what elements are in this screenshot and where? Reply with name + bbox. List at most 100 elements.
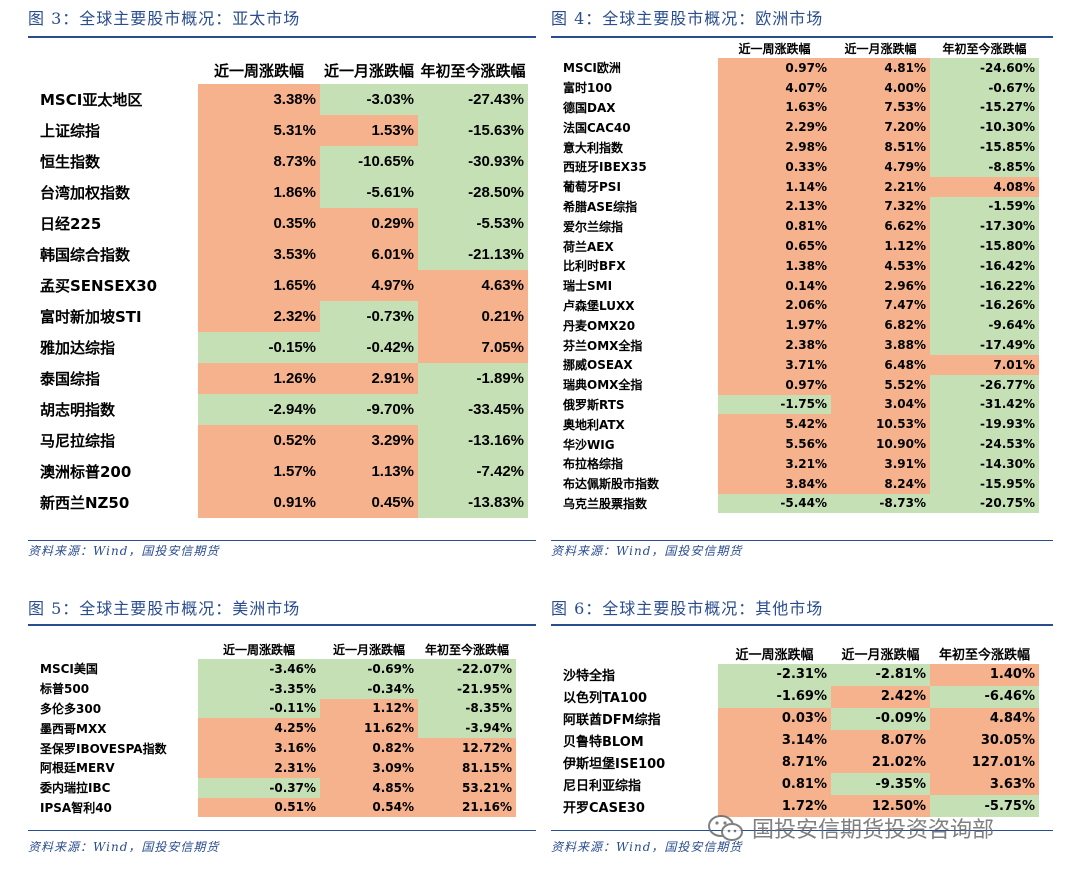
fig5-table: 近一周涨跌幅 近一月涨跌幅 年初至今涨跌幅 MSCI美国 -3.46% -0.69%… bbox=[38, 640, 516, 818]
ytd-change: 81.15% bbox=[418, 757, 516, 778]
row-name: 胡志明指数 bbox=[40, 401, 116, 419]
row-name: 尼日利亚综指 bbox=[563, 778, 642, 794]
row-name: 沙特全指 bbox=[563, 669, 616, 685]
week-change: 0.14% bbox=[718, 275, 831, 296]
week-change: 2.32% bbox=[198, 301, 320, 332]
ytd-change: -1.89% bbox=[418, 363, 528, 394]
month-change: 11.62% bbox=[320, 718, 418, 739]
week-change: -1.69% bbox=[718, 685, 831, 708]
table-row: 韩国综合指数 3.53% 6.01% -21.13% bbox=[38, 239, 528, 270]
month-change: 0.54% bbox=[320, 797, 418, 818]
ytd-change: -31.42% bbox=[930, 394, 1039, 415]
ytd-change: -16.42% bbox=[930, 255, 1039, 276]
week-change: -0.11% bbox=[198, 698, 320, 719]
ytd-change: -20.75% bbox=[930, 493, 1039, 514]
week-change: 0.81% bbox=[718, 773, 831, 796]
week-change: 0.91% bbox=[198, 487, 320, 518]
month-change: 8.51% bbox=[831, 137, 930, 157]
month-change: 3.09% bbox=[320, 757, 418, 778]
month-change: -0.73% bbox=[320, 301, 418, 332]
month-change: 10.90% bbox=[831, 434, 930, 454]
fig4-source: 资料来源：Wind，国投安信期货 bbox=[551, 544, 743, 558]
ytd-change: 12.72% bbox=[418, 738, 516, 758]
ytd-change: -30.93% bbox=[418, 146, 528, 177]
month-change: 1.12% bbox=[320, 698, 418, 719]
fig3-header-name bbox=[38, 56, 198, 84]
ytd-change: -19.93% bbox=[930, 414, 1039, 435]
panel-fig5: 图 5：全球主要股市概况：美洲市场 近一周涨跌幅 近一月涨跌幅 年初至今涨跌幅 … bbox=[28, 598, 536, 866]
ytd-change: -13.83% bbox=[418, 487, 528, 518]
month-change: -3.03% bbox=[320, 84, 418, 115]
week-change: 1.38% bbox=[718, 255, 831, 276]
week-change: 4.25% bbox=[198, 718, 320, 739]
week-change: -0.15% bbox=[198, 332, 320, 363]
table-row: 马尼拉综指 0.52% 3.29% -13.16% bbox=[38, 425, 528, 456]
table-row: 西班牙IBEX35 0.33% 4.79% -8.85% bbox=[561, 156, 1039, 177]
week-change: 1.14% bbox=[718, 176, 831, 197]
week-change: 0.65% bbox=[718, 236, 831, 256]
row-name: 荷兰AEX bbox=[563, 239, 614, 254]
row-name: 希腊ASE综指 bbox=[563, 199, 638, 214]
fig6-top-rule bbox=[551, 624, 1053, 626]
week-change: 5.56% bbox=[718, 434, 831, 454]
fig6-source: 资料来源：Wind，国投安信期货 bbox=[551, 840, 743, 854]
table-row: 挪威OSEAX 3.71% 6.48% 7.01% bbox=[561, 354, 1039, 375]
fig5-source: 资料来源：Wind，国投安信期货 bbox=[28, 840, 220, 854]
month-change: 2.91% bbox=[320, 363, 418, 394]
fig6-header-row: 近一周涨跌幅 近一月涨跌幅 年初至今涨跌幅 bbox=[561, 642, 1039, 664]
ytd-change: -15.63% bbox=[418, 115, 528, 146]
row-name: 阿联酋DFM综指 bbox=[563, 713, 661, 729]
table-row: 丹麦OMX20 1.97% 6.82% -9.64% bbox=[561, 315, 1039, 336]
month-change: 3.29% bbox=[320, 425, 418, 456]
month-change: 2.21% bbox=[831, 176, 930, 197]
month-change: 0.45% bbox=[320, 487, 418, 518]
fig4-table: 近一周涨跌幅 近一月涨跌幅 年初至今涨跌幅 MSCI欧洲 0.97% 4.81% -2… bbox=[561, 39, 1039, 514]
table-row: 阿联酋DFM综指 0.03% -0.09% 4.84% bbox=[561, 707, 1039, 730]
fig4-header-month: 近一月涨跌幅 bbox=[844, 42, 917, 56]
month-change: -0.69% bbox=[320, 659, 418, 679]
row-name: MSCI亚太地区 bbox=[40, 91, 143, 109]
row-name: 贝鲁特BLOM bbox=[563, 735, 644, 751]
row-name: 日经225 bbox=[40, 215, 102, 233]
month-change: 4.00% bbox=[831, 77, 930, 98]
month-change: 7.20% bbox=[831, 117, 930, 138]
row-name: 标普500 bbox=[40, 682, 90, 697]
row-name: 台湾加权指数 bbox=[40, 184, 131, 202]
row-name: 葡萄牙PSI bbox=[563, 180, 621, 195]
fig4-header-row: 近一周涨跌幅 近一月涨跌幅 年初至今涨跌幅 bbox=[561, 39, 1039, 58]
week-change: 3.14% bbox=[718, 729, 831, 752]
fig6-table: 近一周涨跌幅 近一月涨跌幅 年初至今涨跌幅 沙特全指 -2.31% -2.81% 1.… bbox=[561, 642, 1039, 818]
week-change: 1.57% bbox=[198, 456, 320, 487]
table-row: 俄罗斯RTS -1.75% 3.04% -31.42% bbox=[561, 394, 1039, 415]
ytd-change: -5.53% bbox=[418, 208, 528, 239]
fig6-title: 图 6：全球主要股市概况：其他市场 bbox=[551, 599, 824, 618]
week-change: 3.16% bbox=[198, 738, 320, 758]
month-change: 7.32% bbox=[831, 196, 930, 217]
row-name: 挪威OSEAX bbox=[563, 358, 633, 373]
ytd-change: -8.85% bbox=[930, 156, 1039, 177]
week-change: 2.31% bbox=[198, 757, 320, 778]
ytd-change: -33.45% bbox=[418, 394, 528, 425]
row-name: 德国DAX bbox=[563, 100, 616, 115]
ytd-change: 21.16% bbox=[418, 797, 516, 818]
fig4-header-ytd: 年初至今涨跌幅 bbox=[942, 42, 1027, 56]
fig3-title: 图 3：全球主要股市概况：亚太市场 bbox=[28, 9, 301, 28]
month-change: 4.81% bbox=[831, 58, 930, 78]
table-row: 孟买SENSEX30 1.65% 4.97% 4.63% bbox=[38, 270, 528, 301]
fig6-header-week: 近一周涨跌幅 bbox=[735, 647, 814, 663]
row-name: 开罗CASE30 bbox=[563, 800, 645, 816]
ytd-change: -13.16% bbox=[418, 425, 528, 456]
table-row: 日经225 0.35% 0.29% -5.53% bbox=[38, 208, 528, 239]
week-change: 5.31% bbox=[198, 115, 320, 146]
table-row: 墨西哥MXX 4.25% 11.62% -3.94% bbox=[38, 718, 516, 739]
table-row: 台湾加权指数 1.86% -5.61% -28.50% bbox=[38, 177, 528, 208]
month-change: 12.50% bbox=[831, 795, 930, 818]
row-name: 委内瑞拉IBC bbox=[40, 781, 111, 796]
row-name: 西班牙IBEX35 bbox=[563, 160, 647, 175]
fig5-bottom-rule bbox=[28, 830, 536, 831]
table-row: 卢森堡LUXX 2.06% 7.47% -16.26% bbox=[561, 295, 1039, 316]
ytd-change: 7.05% bbox=[418, 332, 528, 363]
fig5-header-month: 近一月涨跌幅 bbox=[332, 643, 405, 657]
ytd-change: -27.43% bbox=[418, 84, 528, 115]
month-change: 0.29% bbox=[320, 208, 418, 239]
